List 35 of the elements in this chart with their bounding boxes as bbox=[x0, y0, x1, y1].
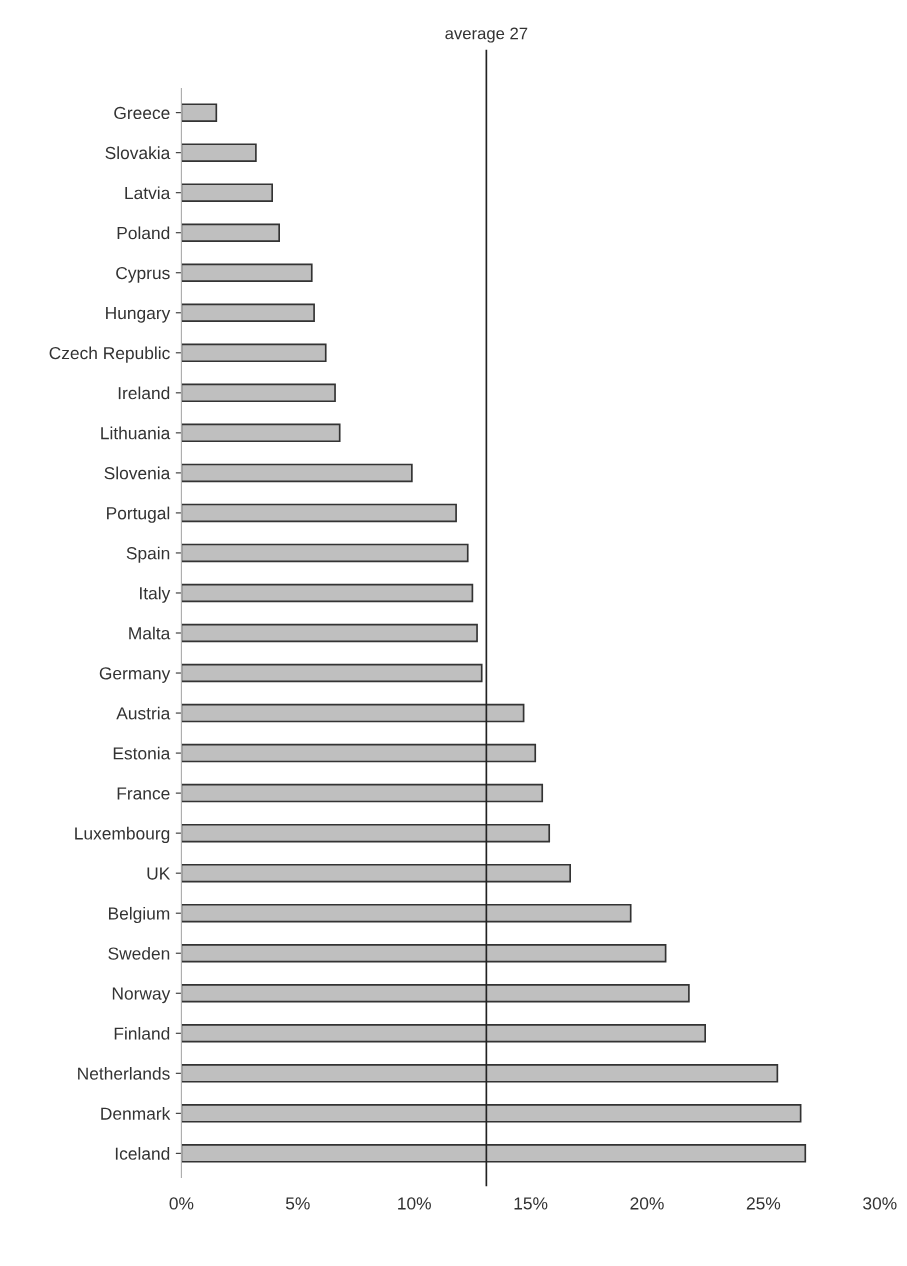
x-tick-label: 10% bbox=[398, 1197, 431, 1210]
y-tick-label: Cyprus bbox=[116, 266, 170, 283]
y-tick-label: Luxembourg bbox=[75, 826, 170, 844]
y-tick-label: Ireland bbox=[118, 386, 170, 400]
y-tick-label: Lithuania bbox=[101, 426, 171, 440]
y-tick-label: UK bbox=[147, 867, 171, 880]
y-tick-label: Italy bbox=[140, 586, 171, 603]
y-tick-label: Slovenia bbox=[104, 466, 171, 480]
y-tick-label: Sweden bbox=[108, 946, 170, 960]
y-tick-label: Denmark bbox=[101, 1107, 171, 1120]
y-tick-label: Hungary bbox=[106, 307, 171, 323]
x-tick-label: 0% bbox=[169, 1197, 194, 1210]
y-tick-label: Belgium bbox=[108, 906, 170, 924]
y-tick-label: Malta bbox=[129, 626, 171, 640]
y-tick-label: Latvia bbox=[125, 186, 171, 200]
x-tick-label: 30% bbox=[863, 1197, 897, 1210]
x-tick-label: 20% bbox=[630, 1197, 664, 1210]
ref-line-label: average 27 bbox=[445, 27, 528, 43]
y-tick-label: Austria bbox=[116, 706, 171, 720]
x-tick-label: 5% bbox=[285, 1197, 310, 1210]
y-tick-label: Poland bbox=[117, 226, 170, 240]
y-tick-label: Netherlands bbox=[78, 1067, 170, 1080]
y-tick-label: Estonia bbox=[113, 746, 171, 760]
y-tick-label: Czech Republic bbox=[49, 346, 170, 363]
y-tick-label: Slovakia bbox=[105, 146, 171, 160]
y-tick-label: Germany bbox=[99, 667, 171, 683]
y-tick-label: Spain bbox=[126, 546, 170, 563]
y-tick-label: Greece bbox=[114, 106, 170, 120]
y-tick-label: Norway bbox=[112, 987, 171, 1004]
y-tick-label: Iceland bbox=[115, 1147, 170, 1160]
x-tick-label: 25% bbox=[746, 1197, 781, 1210]
x-tick-label: 15% bbox=[514, 1197, 548, 1210]
y-tick-label: Portugal bbox=[107, 506, 170, 523]
y-tick-label: France bbox=[117, 787, 170, 800]
y-tick-label: Finland bbox=[114, 1026, 170, 1040]
